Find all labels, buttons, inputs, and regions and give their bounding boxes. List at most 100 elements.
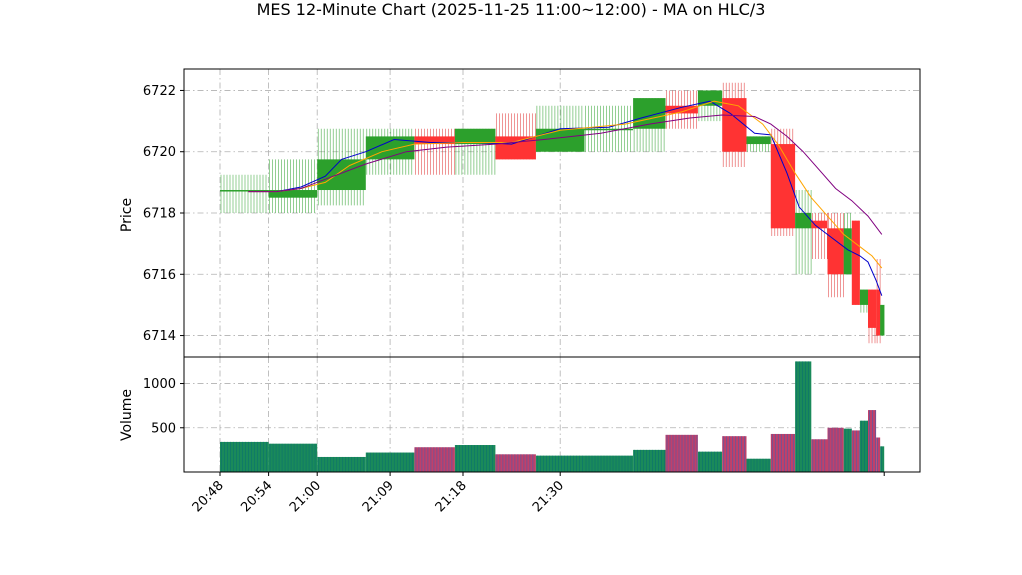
candle <box>880 304 885 336</box>
volume-bar-fill <box>414 447 455 472</box>
volume-bar <box>454 445 496 472</box>
price-tick-label: 6716 <box>143 268 176 283</box>
volume-bar-fill <box>317 456 366 472</box>
volume-bar <box>495 454 536 472</box>
volume-bar-fill <box>584 455 634 472</box>
candle-body <box>859 289 868 305</box>
volume-bar <box>876 437 881 472</box>
volume-bar-fill <box>770 433 796 472</box>
volume-bar <box>633 449 666 472</box>
candle <box>746 136 771 152</box>
volume-bar-fill <box>843 428 852 472</box>
candle-body <box>811 220 828 229</box>
candle <box>859 289 868 313</box>
candle-body <box>317 159 366 191</box>
candle <box>722 82 747 168</box>
volume-tick-label: 1000 <box>143 377 176 392</box>
candle <box>811 213 828 259</box>
volume-marks <box>220 361 885 472</box>
volume-bar <box>268 443 318 472</box>
volume-bar-fill <box>365 452 415 472</box>
candle-body <box>665 105 698 114</box>
moving-average-line <box>248 100 883 269</box>
volume-bar-fill <box>880 446 885 472</box>
volume-bar-fill <box>495 454 536 472</box>
price-tick-label: 6714 <box>143 329 176 344</box>
x-tick-label: 21:30 <box>530 478 567 515</box>
volume-bar-fill <box>454 445 496 472</box>
candle-body <box>876 289 881 336</box>
volume-bar <box>365 452 415 472</box>
volume-bar <box>868 410 877 472</box>
candle-body <box>827 228 844 275</box>
volume-bar-fill <box>827 427 844 472</box>
volume-bar <box>843 428 852 472</box>
volume-bar <box>317 456 366 472</box>
volume-bar <box>746 458 771 472</box>
candle <box>876 258 881 344</box>
candle-body <box>746 136 771 145</box>
price-tick-label: 6722 <box>143 84 176 99</box>
candle-body <box>770 144 796 229</box>
candle <box>414 128 455 175</box>
volume-bar <box>795 361 812 472</box>
x-tick-label: 21:00 <box>287 478 324 515</box>
volume-bar-fill <box>851 430 860 472</box>
candle <box>584 105 634 152</box>
volume-bar-fill <box>535 455 585 472</box>
volume-bar <box>770 433 796 472</box>
candle <box>317 128 366 206</box>
candle-body <box>795 213 812 229</box>
volume-bar <box>859 420 868 472</box>
moving-average-line <box>248 114 883 235</box>
volume-bar <box>827 427 844 472</box>
candle-body <box>454 128 496 145</box>
volume-bar-fill <box>868 410 877 472</box>
x-tick-label: 21:18 <box>433 478 470 515</box>
moving-average-line <box>248 100 883 296</box>
candle <box>843 213 852 275</box>
volume-bar <box>880 446 885 472</box>
x-tick-label: 20:48 <box>190 478 227 515</box>
volume-bar <box>535 455 585 472</box>
volume-tick-label: 500 <box>151 421 176 436</box>
candle <box>770 128 796 236</box>
volume-bar <box>697 451 723 472</box>
price-tick-label: 6720 <box>143 145 176 160</box>
volume-bar-fill <box>795 361 812 472</box>
volume-bar <box>722 436 747 472</box>
candle <box>495 113 536 160</box>
candle-body <box>414 136 455 145</box>
volume-bar <box>665 434 698 472</box>
candle-body <box>584 128 634 131</box>
candle <box>633 98 666 152</box>
volume-bar-fill <box>722 436 747 472</box>
volume-bar-fill <box>697 451 723 472</box>
candle <box>851 220 860 305</box>
volume-bar-fill <box>876 437 881 472</box>
candle <box>220 174 269 213</box>
candle-body <box>880 304 885 336</box>
volume-axis-label: Volume <box>119 389 135 441</box>
volume-bar <box>584 455 634 472</box>
volume-bar-fill <box>859 420 868 472</box>
candle-body <box>868 289 877 328</box>
candle-body <box>722 98 747 152</box>
candle-body <box>220 190 269 192</box>
volume-bar-fill <box>746 458 771 472</box>
x-tick-label: 20:54 <box>238 478 275 515</box>
volume-bar <box>414 447 455 472</box>
candle <box>827 213 844 298</box>
x-tick-label: 21:09 <box>360 478 397 515</box>
volume-bar <box>220 441 269 472</box>
volume-bar-fill <box>811 439 828 472</box>
volume-panel-frame <box>183 356 921 473</box>
chart-title: MES 12-Minute Chart (2025-11-25 11:00~12… <box>256 0 766 19</box>
candle <box>665 90 698 129</box>
moving-average-lines <box>248 100 883 296</box>
candle-body <box>843 228 852 275</box>
price-tick-label: 6718 <box>143 207 176 222</box>
candle <box>454 128 496 175</box>
volume-bar <box>851 430 860 472</box>
